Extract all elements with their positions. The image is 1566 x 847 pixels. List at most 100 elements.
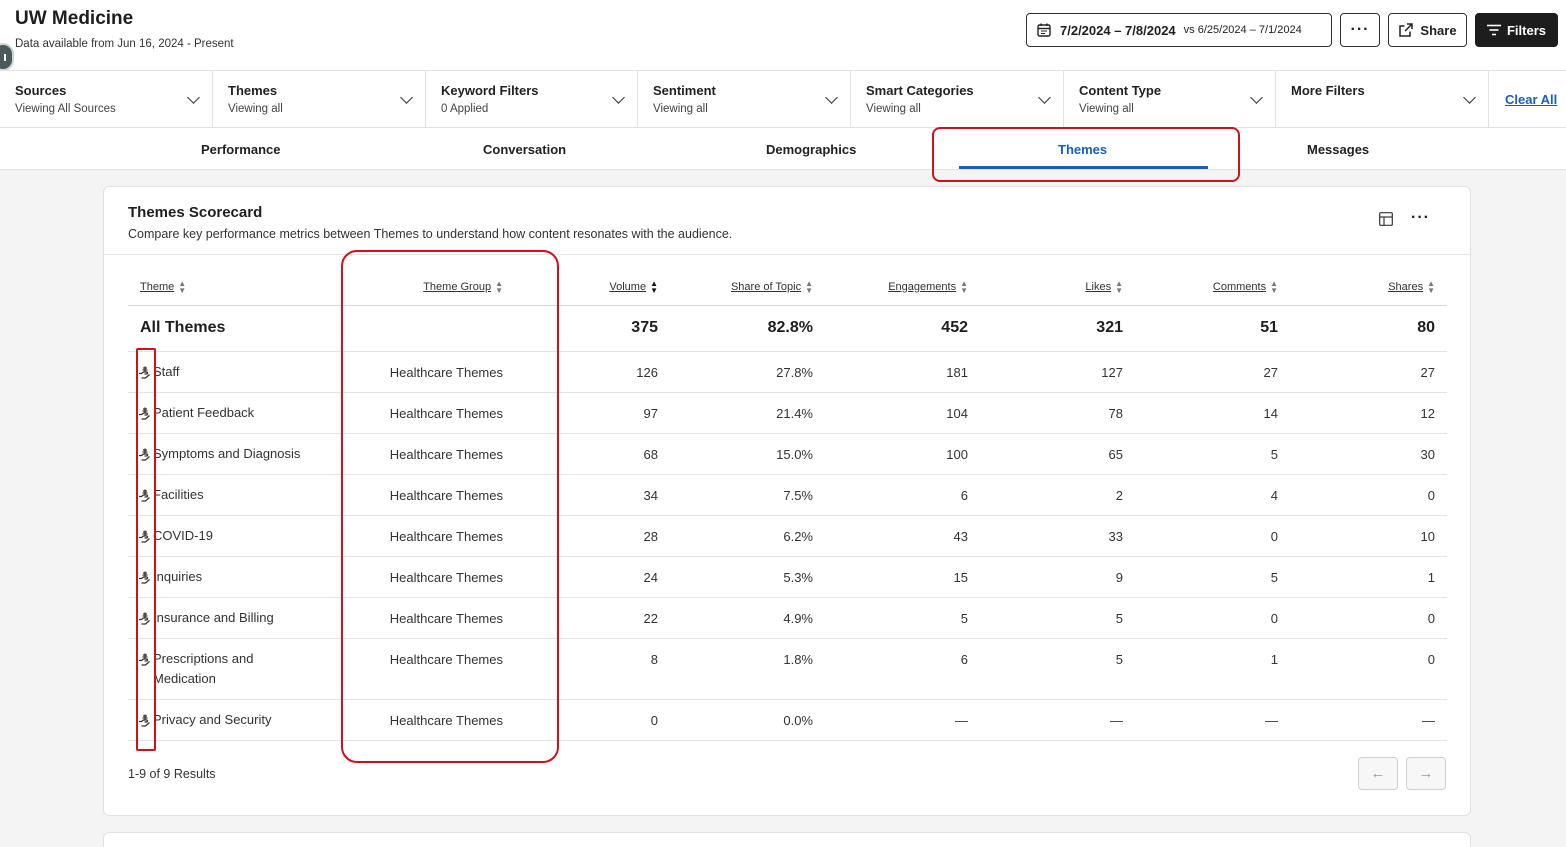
theme-name[interactable]: Staff (153, 363, 180, 379)
card-more-options-button[interactable]: ··· (1411, 209, 1430, 226)
tab-bar: Performance Conversation Demographics Th… (0, 128, 1566, 170)
theme-cell-content: Privacy and Security (139, 711, 373, 730)
sort-icon: ▲ ▼ (960, 278, 968, 295)
table-row[interactable]: Inquiries Healthcare Themes 24 5.3% 15 9 5 1 (128, 556, 1447, 598)
theme-group: Healthcare Themes (373, 392, 503, 434)
table-row[interactable]: Privacy and Security Healthcare Themes 0 0.… (128, 699, 1447, 741)
theme-name[interactable]: Symptoms and Diagnosis (153, 445, 301, 461)
app-title: UW Medicine (15, 8, 134, 29)
theme-name[interactable]: COVID-19 (153, 527, 213, 543)
themes-table: Theme ▲ ▼ Theme Group ▲ ▼ Volume ▲ ▼ Share of … (128, 269, 1447, 741)
total-shares: 80 (1278, 305, 1447, 352)
column-header-shares[interactable]: Shares ▲ ▼ (1278, 269, 1447, 306)
engagements-value: 6 (813, 638, 968, 700)
sort-icon: ▲ ▼ (1270, 278, 1278, 295)
theme-tag-icon (139, 653, 150, 666)
shares-value: 12 (1278, 392, 1447, 434)
theme-cell: Symptoms and Diagnosis (128, 433, 373, 475)
chevron-down-icon (1250, 91, 1263, 104)
theme-name[interactable]: Privacy and Security (153, 711, 272, 727)
theme-cell-content: Insurance and Billing (139, 609, 373, 628)
theme-cell-content: Prescriptions and Medication (139, 650, 373, 689)
table-view-icon[interactable] (1379, 212, 1393, 226)
table-row[interactable]: Facilities Healthcare Themes 34 7.5% 6 2 4 0 (128, 474, 1447, 516)
filter-themes[interactable]: Themes Viewing all (213, 71, 426, 128)
engagements-value: 104 (813, 392, 968, 434)
filter-sentiment[interactable]: Sentiment Viewing all (638, 71, 851, 128)
total-share: 82.8% (658, 305, 813, 352)
engagements-value: 43 (813, 515, 968, 557)
filter-content-type[interactable]: Content Type Viewing all (1064, 71, 1276, 128)
annotation-box-theme-group-column (341, 250, 559, 763)
previous-page-button[interactable]: ← (1358, 757, 1398, 790)
theme-group: Healthcare Themes (373, 638, 503, 700)
table-row[interactable]: COVID-19 Healthcare Themes 28 6.2% 43 33 0 10 (128, 515, 1447, 557)
table-row[interactable]: Prescriptions and Medication Healthcare T… (128, 638, 1447, 700)
volume-value: 28 (503, 515, 658, 557)
theme-name[interactable]: Insurance and Billing (153, 609, 274, 625)
column-header-share-of-topic[interactable]: Share of Topic ▲ ▼ (658, 269, 813, 306)
table-row[interactable]: Staff Healthcare Themes 126 27.8% 181 127 27 27 (128, 351, 1447, 393)
share-button[interactable]: Share (1388, 13, 1467, 47)
share-of-topic-value: 15.0% (658, 433, 813, 475)
table-row[interactable]: Patient Feedback Healthcare Themes 97 21.4%… (128, 392, 1447, 434)
tab-performance[interactable]: Performance (201, 142, 281, 157)
theme-tag-icon (139, 714, 150, 727)
active-tab-indicator (959, 166, 1208, 169)
shares-value: — (1278, 699, 1447, 741)
likes-value: 9 (968, 556, 1123, 598)
engagements-value: — (813, 699, 968, 741)
date-range-picker[interactable]: 7/2/2024 – 7/8/2024 vs 6/25/2024 – 7/1/2… (1026, 13, 1332, 47)
tab-demographics[interactable]: Demographics (766, 142, 857, 157)
likes-value: 78 (968, 392, 1123, 434)
filter-lines-icon (1486, 24, 1501, 36)
column-header-theme-group[interactable]: Theme Group ▲ ▼ (373, 269, 503, 306)
theme-group: Healthcare Themes (373, 351, 503, 393)
theme-cell-content: Inquiries (139, 568, 373, 587)
theme-tag-icon (139, 448, 150, 461)
card-title: Themes Scorecard (128, 204, 263, 221)
shares-value: 1 (1278, 556, 1447, 598)
clear-all-link[interactable]: Clear All (1505, 92, 1558, 107)
next-page-button[interactable]: → (1406, 757, 1446, 790)
likes-value: 5 (968, 638, 1123, 700)
table-row[interactable]: Symptoms and Diagnosis Healthcare Themes 6… (128, 433, 1447, 475)
tab-themes[interactable]: Themes (1058, 142, 1108, 157)
tab-conversation[interactable]: Conversation (483, 142, 567, 157)
theme-name[interactable]: Patient Feedback (153, 404, 255, 420)
theme-name[interactable]: Inquiries (153, 568, 203, 584)
column-header-volume[interactable]: Volume ▲ ▼ (503, 269, 658, 306)
column-header-comments[interactable]: Comments ▲ ▼ (1123, 269, 1278, 306)
theme-cell-content: Facilities (139, 486, 373, 505)
theme-tag-icon (139, 612, 150, 625)
sort-icon: ▲ ▼ (1427, 278, 1435, 295)
filter-sources[interactable]: Sources Viewing All Sources (0, 71, 213, 128)
filters-button[interactable]: Filters (1475, 13, 1558, 47)
share-of-topic-value: 4.9% (658, 597, 813, 639)
theme-cell-content: Staff (139, 363, 373, 382)
table-row[interactable]: Insurance and Billing Healthcare Themes 22… (128, 597, 1447, 639)
filter-smart-categories[interactable]: Smart Categories Viewing all (851, 71, 1064, 128)
filter-keywords[interactable]: Keyword Filters 0 Applied (426, 71, 638, 128)
theme-name[interactable]: Prescriptions and Medication (153, 650, 254, 686)
shares-value: 27 (1278, 351, 1447, 393)
tab-messages[interactable]: Messages (1307, 142, 1370, 157)
theme-cell-content: Patient Feedback (139, 404, 373, 423)
column-header-engagements[interactable]: Engagements ▲ ▼ (813, 269, 968, 306)
column-header-likes[interactable]: Likes ▲ ▼ (968, 269, 1123, 306)
likes-value: 33 (968, 515, 1123, 557)
theme-name[interactable]: Facilities (153, 486, 204, 502)
comments-value: 1 (1123, 638, 1278, 700)
comments-value: 14 (1123, 392, 1278, 434)
filter-more[interactable]: More Filters (1276, 71, 1489, 128)
theme-tag-icon (139, 571, 150, 584)
annotation-box-theme-icons (136, 348, 156, 751)
page-header: UW Medicine Data available from Jun 16, … (0, 0, 1566, 70)
likes-value: — (968, 699, 1123, 741)
column-header-theme[interactable]: Theme ▲ ▼ (128, 269, 373, 306)
chevron-down-icon (825, 91, 838, 104)
filter-value: Viewing all (228, 103, 283, 115)
filter-value: Viewing all (866, 103, 921, 115)
sort-icon: ▲ ▼ (1115, 278, 1123, 295)
more-options-button[interactable]: ··· (1340, 13, 1380, 47)
